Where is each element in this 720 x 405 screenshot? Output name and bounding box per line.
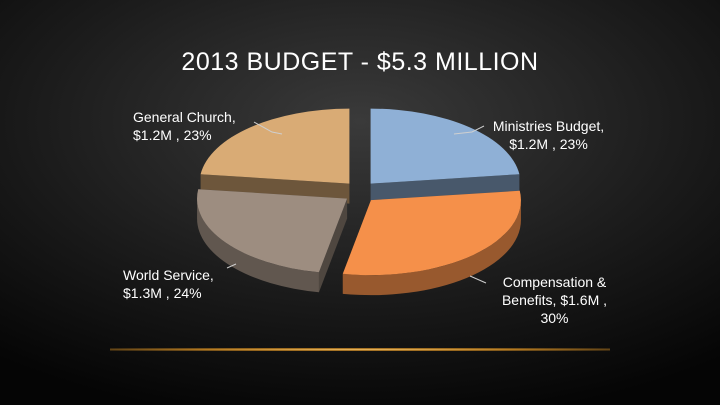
label-comp-value: Benefits, $1.6M , xyxy=(501,292,608,308)
pie-slice-top-general xyxy=(200,108,350,184)
leader-line-ministries xyxy=(453,125,485,135)
pie-slice-world xyxy=(197,189,348,293)
label-world-service: World Service, $1.3M , 24% xyxy=(123,266,214,302)
label-general-value: $1.2M , 23% xyxy=(133,127,212,143)
slide-title: 2013 BUDGET - $5.3 MILLION xyxy=(181,48,539,76)
pie-layer xyxy=(197,108,521,296)
leader-line-world xyxy=(226,263,237,269)
label-ministries-budget: Ministries Budget, $1.2M , 23% xyxy=(486,117,611,153)
pie-slice-wall-world-0 xyxy=(318,198,348,293)
label-comp-name: Compensation & xyxy=(502,274,607,290)
label-ministries-value: $1.2M , 23% xyxy=(509,136,588,152)
pie-slice-side-compensation xyxy=(342,200,521,296)
pie-slice-top-compensation xyxy=(342,190,521,276)
label-ministries-name: Ministries Budget, xyxy=(492,118,605,134)
pie-slice-top-world xyxy=(197,189,348,273)
label-compensation-benefits: Compensation & Benefits, $1.6M , 30% xyxy=(488,273,621,327)
pie-slice-side-world xyxy=(197,198,319,293)
label-general-church: General Church, $1.2M , 23% xyxy=(133,108,236,144)
label-general-name: General Church, xyxy=(133,109,236,125)
leader-lines xyxy=(226,121,487,284)
leader-line-general xyxy=(253,121,283,135)
label-comp-percent: 30% xyxy=(540,310,569,326)
pie-slice-compensation xyxy=(342,190,521,296)
label-world-value: $1.3M , 24% xyxy=(123,285,202,301)
leader-line-compensation xyxy=(469,275,487,284)
glow-divider xyxy=(110,348,610,351)
label-world-name: World Service, xyxy=(123,267,214,283)
pie-slice-top-ministries xyxy=(370,108,520,184)
